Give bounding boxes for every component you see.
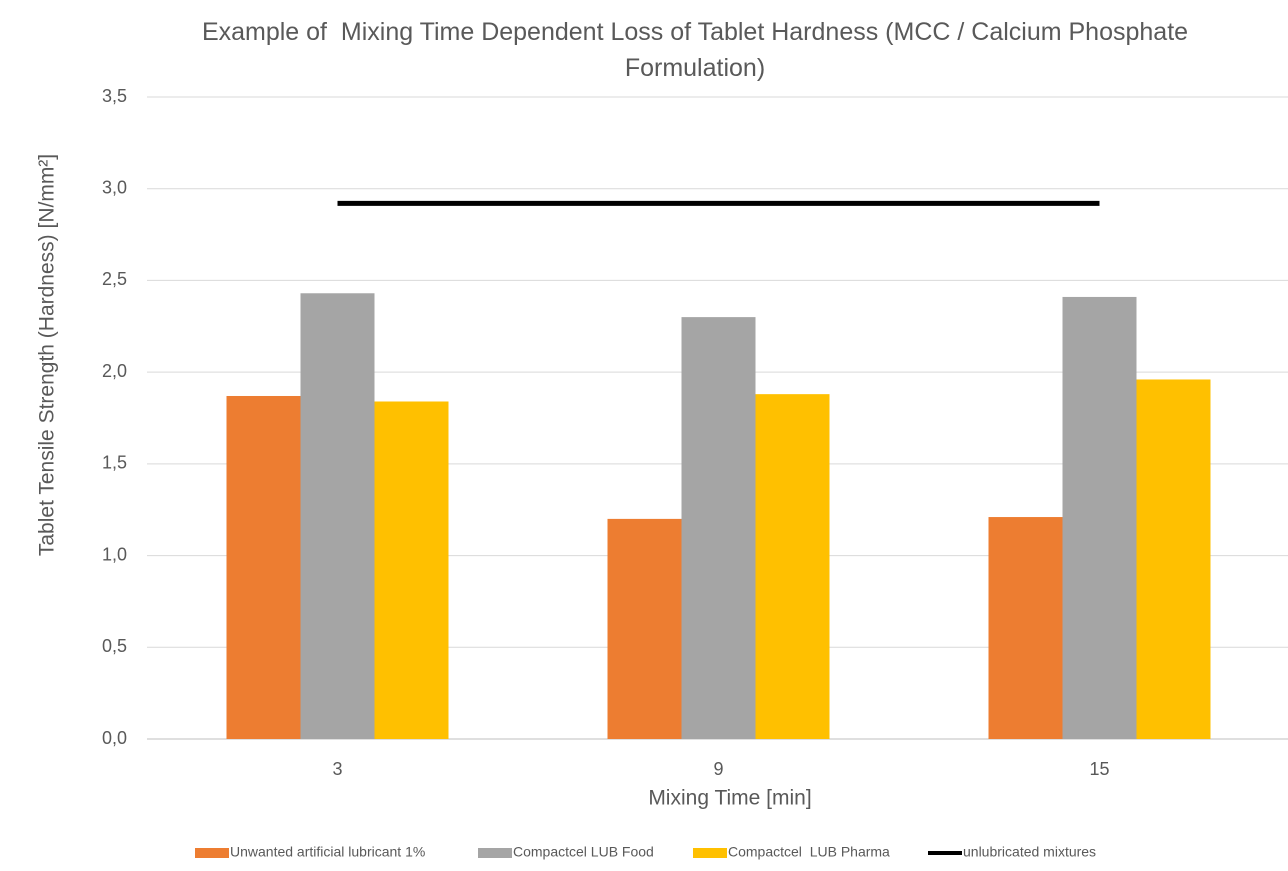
bar [607, 518, 682, 739]
bar [1136, 379, 1211, 739]
bar [1062, 296, 1137, 739]
y-tick-label: 3,5 [102, 86, 127, 106]
legend-label: Compactcel LUB Pharma [728, 844, 890, 860]
bar [755, 394, 830, 739]
y-tick-label: 2,0 [102, 361, 127, 381]
bar [300, 293, 375, 739]
bar [374, 401, 449, 739]
chart-title: Example of Mixing Time Dependent Loss of… [201, 18, 1195, 82]
x-tick-label: 15 [1089, 759, 1109, 779]
y-tick-label: 1,5 [102, 453, 127, 473]
legend-label: unlubricated mixtures [963, 844, 1096, 860]
bar [988, 517, 1063, 739]
legend-swatch [195, 848, 229, 858]
x-tick-label: 3 [332, 759, 342, 779]
y-tick-label: 0,5 [102, 636, 127, 656]
y-axis-title: Tablet Tensile Strength (Hardness) [N/mm… [36, 154, 59, 556]
x-axis-title: Mixing Time [min] [648, 787, 811, 810]
legend-swatch [693, 848, 727, 858]
legend-label: Unwanted artificial lubricant 1% [230, 844, 425, 860]
legend-label: Compactcel LUB Food [513, 844, 654, 860]
y-tick-label: 3,0 [102, 177, 127, 197]
y-tick-label: 1,0 [102, 544, 127, 564]
y-tick-label: 0,0 [102, 728, 127, 748]
bar [226, 395, 301, 739]
x-tick-label: 9 [713, 759, 723, 779]
bar [681, 317, 756, 739]
y-tick-label: 2,5 [102, 269, 127, 289]
legend-swatch [478, 848, 512, 858]
